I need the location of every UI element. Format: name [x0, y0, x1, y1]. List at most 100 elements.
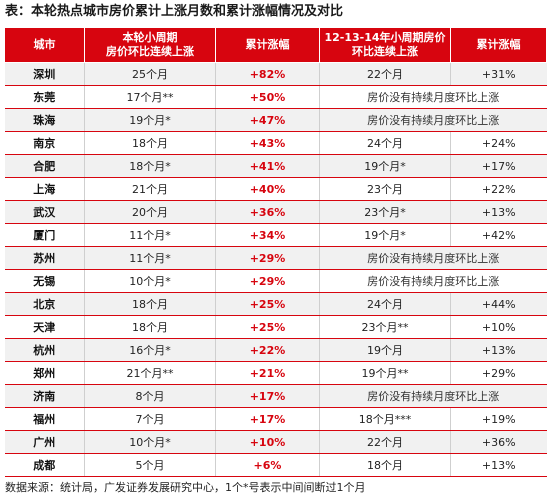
- rise-prev-cell: +10%: [450, 315, 547, 339]
- table-row: 武汉 20个月 +36% 23个月* +13%: [4, 200, 547, 224]
- months-prev-cell: 23个月**: [319, 315, 451, 339]
- rise-current-cell: +21%: [215, 361, 320, 385]
- city-cell: 济南: [4, 384, 85, 408]
- city-cell: 郑州: [4, 361, 85, 385]
- rise-prev-cell: +13%: [450, 338, 547, 362]
- city-cell: 厦门: [4, 223, 85, 247]
- table-row: 郑州 21个月** +21% 19个月** +29%: [4, 361, 547, 385]
- months-current-cell: 8个月: [84, 384, 216, 408]
- months-prev-cell: 19个月*: [319, 154, 451, 178]
- city-cell: 苏州: [4, 246, 85, 270]
- months-current-cell: 16个月*: [84, 338, 216, 362]
- months-current-cell: 18个月: [84, 131, 216, 155]
- table-row: 广州 10个月* +10% 22个月 +36%: [4, 430, 547, 454]
- table-row: 杭州 16个月* +22% 19个月 +13%: [4, 338, 547, 362]
- table-row: 厦门 11个月* +34% 19个月* +42%: [4, 223, 547, 247]
- header-months-current-line2: 房价环比连续上涨: [106, 45, 194, 58]
- months-prev-cell: 19个月: [319, 338, 451, 362]
- header-months-current: 本轮小周期 房价环比连续上涨: [84, 27, 216, 63]
- city-cell: 上海: [4, 177, 85, 201]
- header-months-prev-line1: 12-13-14年小周期房价: [324, 31, 446, 44]
- table-row: 珠海 19个月* +47% 房价没有持续月度环比上涨: [4, 108, 547, 132]
- city-cell: 武汉: [4, 200, 85, 224]
- months-current-cell: 18个月: [84, 315, 216, 339]
- rise-current-cell: +34%: [215, 223, 320, 247]
- city-cell: 珠海: [4, 108, 85, 132]
- table-row: 北京 18个月 +25% 24个月 +44%: [4, 292, 547, 316]
- header-city: 城市: [4, 27, 85, 63]
- months-current-cell: 17个月**: [84, 85, 216, 109]
- table-row: 天津 18个月 +25% 23个月** +10%: [4, 315, 547, 339]
- months-prev-cell: 23个月*: [319, 200, 451, 224]
- months-prev-cell: 24个月: [319, 131, 451, 155]
- rise-current-cell: +29%: [215, 246, 320, 270]
- rise-current-cell: +50%: [215, 85, 320, 109]
- city-cell: 成都: [4, 453, 85, 477]
- rise-prev-cell: +36%: [450, 430, 547, 454]
- rise-prev-cell: +42%: [450, 223, 547, 247]
- months-prev-cell: 24个月: [319, 292, 451, 316]
- header-rise-prev: 累计涨幅: [450, 27, 547, 63]
- months-current-cell: 10个月*: [84, 269, 216, 293]
- rise-current-cell: +43%: [215, 131, 320, 155]
- months-prev-cell: 19个月*: [319, 223, 451, 247]
- months-current-cell: 20个月: [84, 200, 216, 224]
- table-row: 上海 21个月 +40% 23个月 +22%: [4, 177, 547, 201]
- table-row: 济南 8个月 +17% 房价没有持续月度环比上涨: [4, 384, 547, 408]
- rise-prev-cell: +24%: [450, 131, 547, 155]
- table-row: 无锡 10个月* +29% 房价没有持续月度环比上涨: [4, 269, 547, 293]
- rise-current-cell: +6%: [215, 453, 320, 477]
- months-current-cell: 21个月**: [84, 361, 216, 385]
- header-row: 城市 本轮小周期 房价环比连续上涨 累计涨幅 12-13-14年小周期房价 环比…: [4, 27, 547, 63]
- months-current-cell: 18个月*: [84, 154, 216, 178]
- no-continuous-rise-note: 房价没有持续月度环比上涨: [319, 85, 547, 109]
- city-cell: 南京: [4, 131, 85, 155]
- months-prev-cell: 22个月: [319, 62, 451, 86]
- no-continuous-rise-note: 房价没有持续月度环比上涨: [319, 384, 547, 408]
- rise-prev-cell: +13%: [450, 200, 547, 224]
- months-current-cell: 10个月*: [84, 430, 216, 454]
- rise-current-cell: +25%: [215, 315, 320, 339]
- table-row: 深圳 25个月 +82% 22个月 +31%: [4, 62, 547, 86]
- city-cell: 东莞: [4, 85, 85, 109]
- table-row: 南京 18个月 +43% 24个月 +24%: [4, 131, 547, 155]
- table-body: 深圳 25个月 +82% 22个月 +31% 东莞 17个月** +50% 房价没有持续月度环比…: [4, 62, 547, 477]
- months-prev-cell: 18个月: [319, 453, 451, 477]
- rise-current-cell: +29%: [215, 269, 320, 293]
- rise-current-cell: +25%: [215, 292, 320, 316]
- header-months-current-line1: 本轮小周期: [122, 31, 178, 44]
- months-prev-cell: 18个月***: [319, 407, 451, 431]
- months-current-cell: 18个月: [84, 292, 216, 316]
- city-cell: 深圳: [4, 62, 85, 86]
- no-continuous-rise-note: 房价没有持续月度环比上涨: [319, 269, 547, 293]
- source-note: 数据来源：统计局，广发证券发展研究中心，1个*号表示中间间断过1个月: [5, 481, 366, 494]
- no-continuous-rise-note: 房价没有持续月度环比上涨: [319, 108, 547, 132]
- city-cell: 合肥: [4, 154, 85, 178]
- months-current-cell: 11个月*: [84, 246, 216, 270]
- rise-current-cell: +10%: [215, 430, 320, 454]
- rise-current-cell: +22%: [215, 338, 320, 362]
- rise-current-cell: +41%: [215, 154, 320, 178]
- comparison-table: 城市 本轮小周期 房价环比连续上涨 累计涨幅 12-13-14年小周期房价 环比…: [4, 27, 547, 477]
- months-prev-cell: 19个月**: [319, 361, 451, 385]
- city-cell: 无锡: [4, 269, 85, 293]
- city-cell: 天津: [4, 315, 85, 339]
- rise-prev-cell: +22%: [450, 177, 547, 201]
- city-cell: 北京: [4, 292, 85, 316]
- city-cell: 杭州: [4, 338, 85, 362]
- table-title: 表：本轮热点城市房价累计上涨月数和累计涨幅情况及对比: [5, 4, 344, 19]
- rise-current-cell: +17%: [215, 407, 320, 431]
- months-prev-cell: 23个月: [319, 177, 451, 201]
- header-rise-current: 累计涨幅: [215, 27, 320, 63]
- rise-current-cell: +36%: [215, 200, 320, 224]
- table-row: 成都 5个月 +6% 18个月 +13%: [4, 453, 547, 477]
- table-row: 福州 7个月 +17% 18个月*** +19%: [4, 407, 547, 431]
- city-cell: 广州: [4, 430, 85, 454]
- rise-prev-cell: +13%: [450, 453, 547, 477]
- table-row: 苏州 11个月* +29% 房价没有持续月度环比上涨: [4, 246, 547, 270]
- rise-prev-cell: +29%: [450, 361, 547, 385]
- city-cell: 福州: [4, 407, 85, 431]
- rise-current-cell: +17%: [215, 384, 320, 408]
- months-current-cell: 25个月: [84, 62, 216, 86]
- rise-prev-cell: +19%: [450, 407, 547, 431]
